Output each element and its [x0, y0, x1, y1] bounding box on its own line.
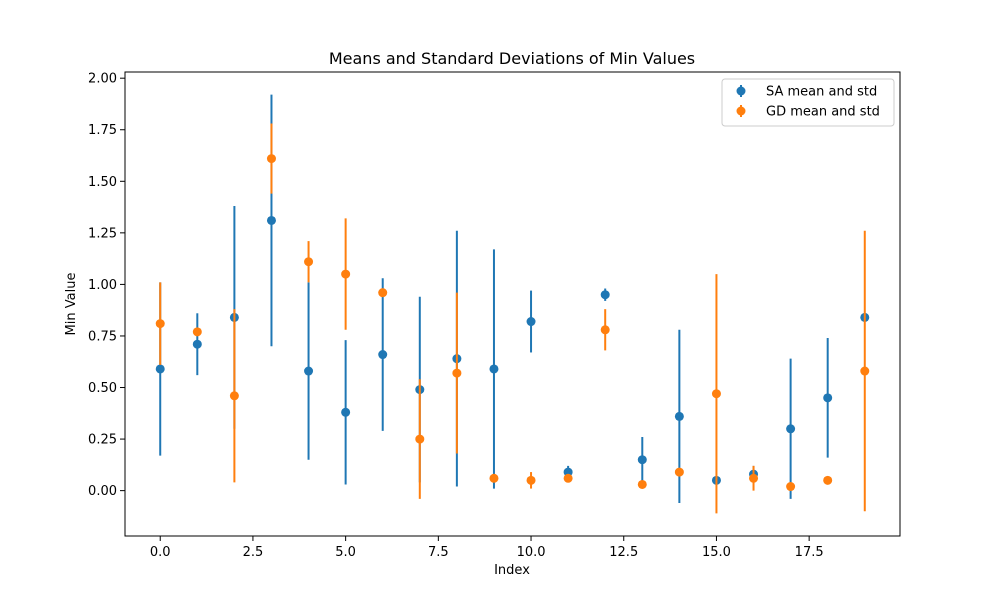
- y-tick-label: 1.00: [88, 278, 117, 293]
- data-point: [786, 482, 796, 492]
- x-tick-label: 17.5: [795, 545, 824, 560]
- data-point: [526, 317, 536, 327]
- data-point: [674, 467, 684, 477]
- y-tick-label: 2.00: [88, 72, 117, 87]
- data-point: [155, 319, 165, 329]
- data-point: [266, 215, 276, 225]
- chart-title: Means and Standard Deviations of Min Val…: [329, 49, 695, 68]
- data-point: [637, 455, 647, 465]
- y-tick-label: 0.25: [88, 433, 117, 448]
- x-axis-title: Index: [494, 563, 530, 578]
- legend-label: SA mean and std: [766, 85, 877, 100]
- y-axis-title: Min Value: [64, 273, 79, 336]
- data-point: [674, 411, 684, 421]
- data-point: [786, 424, 796, 434]
- data-point: [637, 479, 647, 489]
- legend-marker: [736, 106, 746, 116]
- series-sa: [155, 94, 870, 504]
- y-tick-label: 0.50: [88, 381, 117, 396]
- data-point: [749, 473, 759, 483]
- x-tick-label: 12.5: [609, 545, 638, 560]
- data-point: [341, 407, 351, 417]
- y-tick-label: 1.50: [88, 175, 117, 190]
- y-axis: 0.00 0.25 0.50 0.75 1.00 1.25 1.50 1.75 2.00: [88, 72, 125, 499]
- data-point: [192, 327, 202, 337]
- data-point: [489, 364, 499, 374]
- x-axis: 0.0 2.5 5.0 7.5 10.0 12.5 15.0 17.5: [150, 536, 824, 560]
- data-point: [823, 475, 833, 485]
- data-point: [452, 368, 462, 378]
- legend-box: [721, 78, 895, 127]
- y-tick-label: 0.00: [88, 484, 117, 499]
- y-tick-label: 0.75: [88, 329, 117, 344]
- data-point: [378, 350, 388, 360]
- data-point: [600, 290, 610, 300]
- x-tick-label: 2.5: [243, 545, 264, 560]
- legend-item: SA mean and std: [736, 85, 877, 100]
- data-point: [229, 391, 239, 401]
- data-point: [192, 339, 202, 349]
- data-point: [415, 434, 425, 444]
- data-point: [304, 257, 314, 267]
- data-point: [304, 366, 314, 376]
- plot-frame: [124, 71, 901, 537]
- data-point: [489, 473, 499, 483]
- x-tick-label: 0.0: [150, 545, 171, 560]
- x-tick-label: 5.0: [335, 545, 356, 560]
- legend: SA mean and std GD mean and std: [721, 78, 895, 127]
- y-tick-label: 1.25: [88, 226, 117, 241]
- legend-label: GD mean and std: [766, 105, 880, 120]
- data-point: [526, 475, 536, 485]
- data-point: [563, 467, 573, 477]
- data-point: [341, 269, 351, 279]
- data-point: [563, 473, 573, 483]
- data-point: [266, 154, 276, 164]
- data-point: [711, 389, 721, 399]
- plot-series: [155, 94, 870, 514]
- data-point: [823, 393, 833, 403]
- x-tick-label: 15.0: [702, 545, 731, 560]
- x-tick-label: 10.0: [517, 545, 546, 560]
- legend-marker: [736, 86, 746, 96]
- data-point: [600, 325, 610, 335]
- x-tick-label: 7.5: [428, 545, 449, 560]
- data-point: [155, 364, 165, 374]
- y-tick-label: 1.75: [88, 123, 117, 138]
- series-gd: [155, 123, 870, 514]
- data-point: [378, 288, 388, 298]
- legend-item: GD mean and std: [736, 105, 880, 120]
- data-point: [860, 366, 870, 376]
